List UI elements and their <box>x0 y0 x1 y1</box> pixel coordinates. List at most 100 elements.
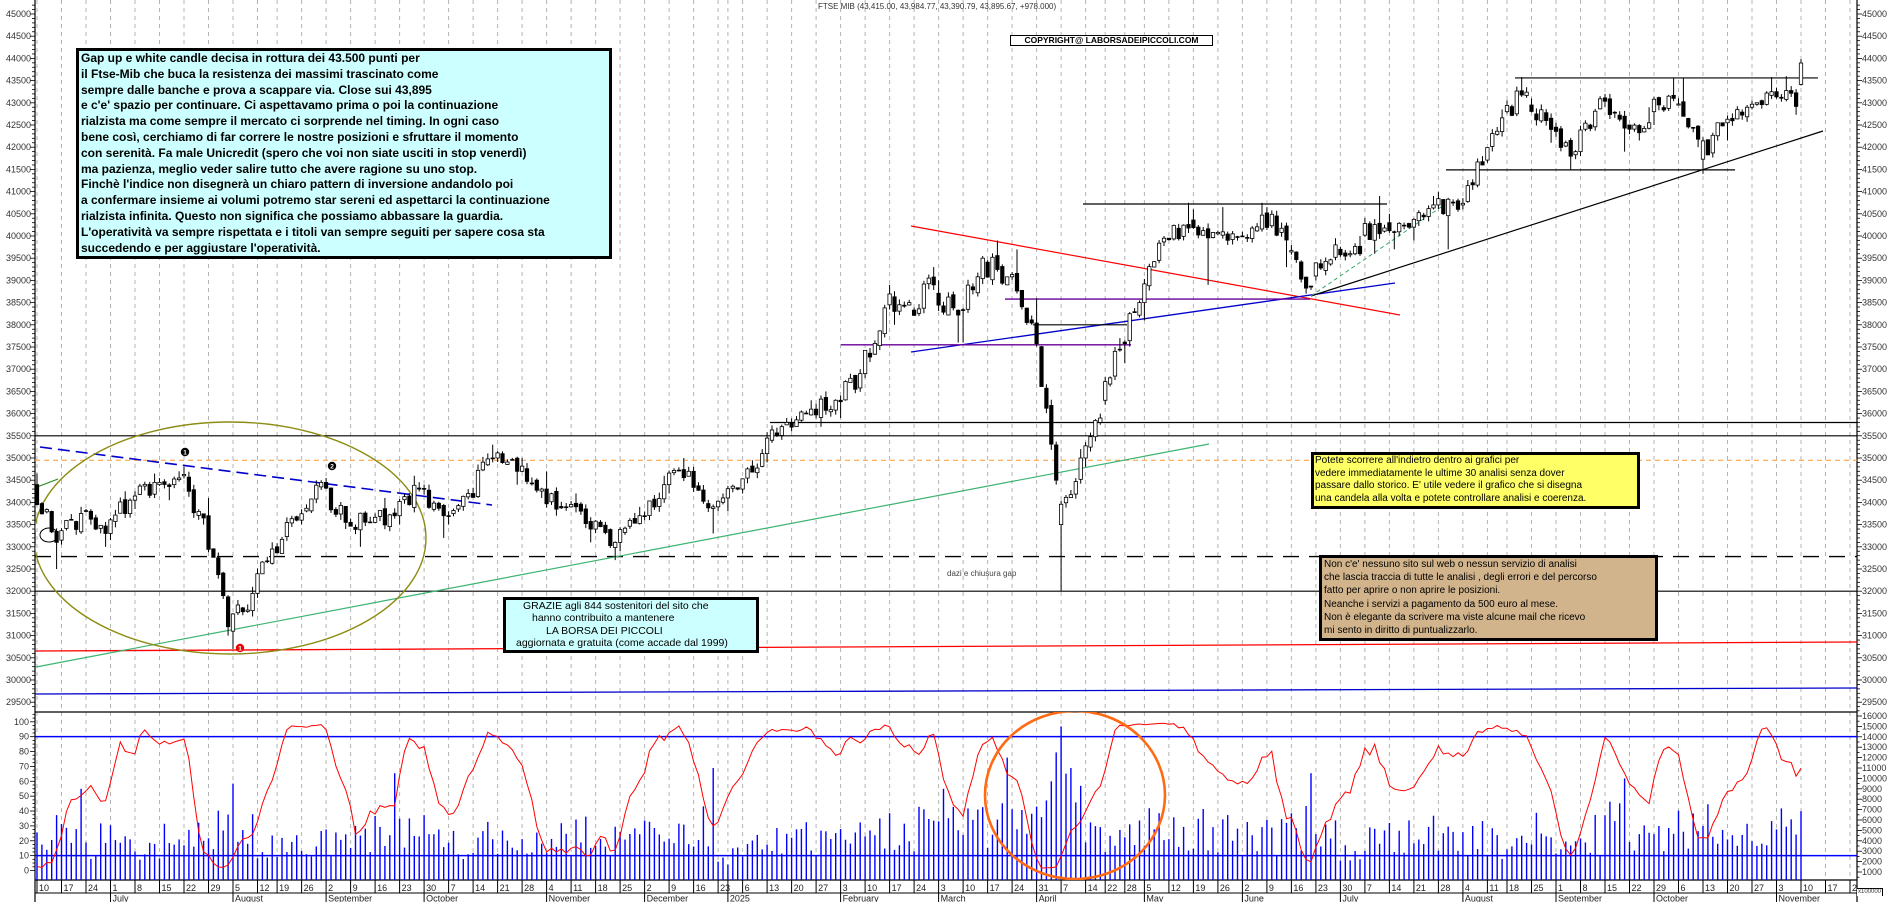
candle-up <box>1171 225 1176 240</box>
price-axis-label-right: 35000 <box>1862 453 1887 463</box>
candle-down <box>892 296 897 312</box>
candle-down <box>902 304 907 307</box>
candle-up <box>1397 222 1402 233</box>
candle-down <box>750 465 755 473</box>
day-label: 14 <box>1391 883 1401 893</box>
candle-up <box>1460 202 1465 206</box>
candle-up <box>1181 224 1186 237</box>
candle-up <box>711 506 716 509</box>
candle-up <box>779 426 784 436</box>
candle-up <box>637 515 642 524</box>
candle-down <box>676 469 682 472</box>
candle-up <box>176 477 182 481</box>
candle-up <box>1289 250 1294 253</box>
candle-up <box>965 284 971 310</box>
candle-up <box>127 499 133 515</box>
candle-up <box>686 470 691 477</box>
day-label: 28 <box>524 883 534 893</box>
candle-up <box>1127 313 1132 342</box>
candle-up <box>975 276 980 294</box>
candle-up <box>1215 232 1220 235</box>
price-axis-label-left: 40500 <box>6 209 31 219</box>
price-axis-label-right: 31000 <box>1862 631 1887 641</box>
price-axis-label-right: 33500 <box>1862 520 1887 530</box>
month-label: December <box>647 894 689 902</box>
oscillator-axis-label: 80 <box>19 747 29 757</box>
candle-down <box>544 488 549 505</box>
month-label: April <box>1039 894 1057 902</box>
candle-up <box>1362 223 1367 236</box>
candle-down <box>578 503 584 512</box>
candle-up <box>863 349 868 375</box>
candle-up <box>319 482 324 488</box>
candle-down <box>1274 215 1279 236</box>
candle-up <box>1647 122 1652 129</box>
candle-down <box>1720 122 1725 127</box>
candle-up <box>412 484 417 508</box>
candle-down <box>603 524 608 533</box>
candle-up <box>1593 110 1598 128</box>
candle-down <box>470 493 476 498</box>
candle-up <box>1754 102 1759 105</box>
candle-up <box>495 452 500 459</box>
volume-axis-label: 7000 <box>1862 805 1882 815</box>
day-label: 10 <box>39 883 49 893</box>
candle-up <box>485 458 490 466</box>
note-line: Non è elegante da scrivere ma viste alcu… <box>1324 611 1586 623</box>
candle-up <box>613 541 618 548</box>
candle-down <box>559 506 564 509</box>
candle-up <box>1269 213 1274 227</box>
candle-down <box>1671 94 1676 99</box>
day-label: 24 <box>1014 883 1024 893</box>
day-label: 3 <box>843 883 848 893</box>
candle-down <box>1789 90 1794 94</box>
oscillator-axis-label: 0 <box>24 866 29 876</box>
candle-down <box>348 521 353 527</box>
candle-up <box>1112 350 1118 377</box>
day-label: 29 <box>211 883 221 893</box>
price-axis-label-left: 30000 <box>6 675 31 685</box>
volume-axis-label: 2000 <box>1862 857 1882 867</box>
marker-number: 1 <box>238 646 242 653</box>
month-label: November <box>1779 894 1821 902</box>
candle-down <box>1166 237 1171 241</box>
candle-up <box>1598 98 1603 110</box>
candle-up <box>245 609 250 612</box>
candle-up <box>1632 124 1637 130</box>
candle-up <box>1485 147 1490 161</box>
candle-up <box>1583 122 1588 130</box>
candle-down <box>1470 182 1475 186</box>
candle-down <box>211 548 216 558</box>
candle-up <box>1539 109 1544 122</box>
price-axis-label-right: 44000 <box>1862 53 1887 63</box>
candle-down <box>49 511 54 533</box>
candle-up <box>1490 133 1495 147</box>
candle-up <box>1411 218 1416 228</box>
candle-down <box>201 513 206 519</box>
month-label: August <box>1465 894 1494 902</box>
day-label: 29 <box>1656 883 1666 893</box>
candle-up <box>1504 105 1510 113</box>
candle-down <box>1019 290 1025 308</box>
month-label: November <box>549 894 591 902</box>
candle-up <box>877 330 882 347</box>
candle-up <box>83 510 89 512</box>
candle-down <box>1338 248 1343 256</box>
note-line: Finchè l'indice non disegnerà un chiaro … <box>81 177 514 192</box>
candle-down <box>774 432 780 436</box>
candle-up <box>461 495 466 507</box>
day-label: 21 <box>500 883 510 893</box>
candle-up <box>490 457 495 460</box>
candle-down <box>1392 231 1397 233</box>
candle-down <box>804 412 809 415</box>
candle-up <box>1348 253 1353 256</box>
day-label: 11 <box>573 883 582 893</box>
day-label: 3 <box>941 883 946 893</box>
indicator-pane <box>35 712 1857 880</box>
price-axis-label-left: 32000 <box>6 586 31 596</box>
candle-down <box>985 261 990 278</box>
candle-down <box>838 399 843 403</box>
note-line: il Ftse-Mib che buca la resistenza dei m… <box>81 66 439 81</box>
highlight-ellipse <box>35 421 427 655</box>
